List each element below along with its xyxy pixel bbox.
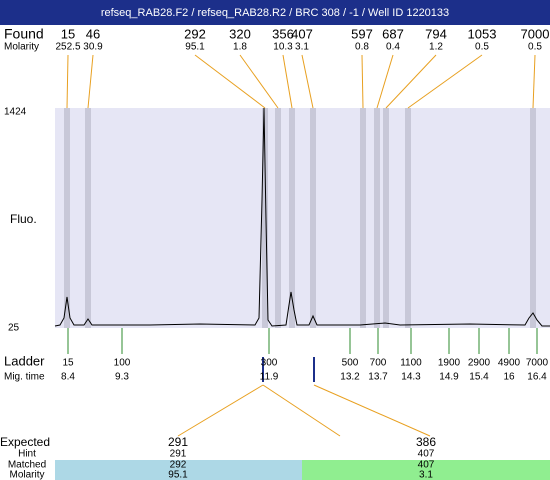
connector (407, 54, 483, 109)
peak-band (310, 108, 316, 328)
found-molarity: 10.3 (273, 42, 293, 53)
found-molarity: 0.8 (355, 42, 369, 53)
peak-band (289, 108, 295, 328)
cell-hint: 407 (418, 449, 435, 460)
found-molarity: 0.5 (475, 42, 489, 53)
ladder-size: 15 (62, 358, 74, 369)
ladder-size: 500 (342, 358, 359, 369)
cell-expected: 386 (416, 435, 436, 449)
mig-time: 16 (503, 372, 515, 383)
ladder-size: 2900 (468, 358, 491, 369)
row-label: Matched (8, 460, 46, 471)
connector (282, 54, 293, 109)
cell-expected: 291 (168, 435, 188, 449)
peak-band (85, 108, 91, 328)
ladder-size: 7000 (526, 358, 549, 369)
found-size: 356 (272, 26, 294, 41)
connector (262, 384, 341, 437)
found-molarity: 0.5 (528, 42, 542, 53)
peak-band (405, 108, 411, 328)
found-size: 1053 (468, 26, 497, 41)
mig-time: 16.4 (527, 372, 547, 383)
peak-band (374, 108, 380, 328)
y-max-label: 1424 (4, 107, 27, 118)
found-molarity: 1.8 (233, 42, 247, 53)
mig-time: 13.7 (368, 372, 388, 383)
found-molarity: 252.5 (55, 42, 80, 53)
mig-time: 13.2 (340, 372, 360, 383)
found-size: 687 (382, 26, 404, 41)
connector (87, 54, 94, 109)
cell-molarity: 3.1 (419, 470, 433, 480)
connector (194, 54, 266, 109)
mig-time: 9.3 (115, 372, 129, 383)
y-min-label: 25 (8, 323, 20, 334)
mig-time: 15.4 (469, 372, 489, 383)
cell-matched: 407 (418, 460, 435, 471)
header-bar (0, 0, 550, 25)
ladder-label: Ladder (4, 353, 45, 368)
mig-time: 14.3 (401, 372, 421, 383)
row-label: Molarity (9, 470, 44, 480)
mig-time: 14.9 (439, 372, 459, 383)
y-axis-label: Fluo. (10, 212, 37, 226)
matched-cell (302, 460, 550, 480)
found-size: 597 (351, 26, 373, 41)
connector (385, 54, 437, 109)
found-molarity: 3.1 (295, 42, 309, 53)
connector (361, 54, 364, 109)
cell-matched: 292 (170, 460, 187, 471)
connector (239, 54, 279, 109)
found-size: 15 (61, 26, 75, 41)
found-molarity: 95.1 (185, 42, 205, 53)
peak-band (530, 108, 536, 328)
found-label: Found (4, 26, 44, 42)
found-size: 794 (425, 26, 447, 41)
found-molarity: 30.9 (83, 42, 103, 53)
matched-cell (55, 460, 302, 480)
mig-time-label: Mig. time (4, 372, 45, 383)
ladder-size: 1100 (400, 358, 422, 369)
connector (532, 54, 536, 109)
ladder-size: 4900 (498, 358, 521, 369)
ladder-size: 100 (114, 358, 131, 369)
connector (66, 54, 69, 109)
connector (313, 384, 431, 437)
found-molarity: 0.4 (386, 42, 400, 53)
connector (177, 384, 264, 437)
ladder-size: 300 (261, 358, 278, 369)
plot-area (55, 108, 550, 328)
ladder-size: 700 (370, 358, 387, 369)
peak-band (383, 108, 389, 328)
mig-time: 8.4 (61, 372, 75, 383)
peak-band (262, 108, 268, 328)
peak-band (275, 108, 281, 328)
trace (54, 107, 550, 327)
mig-time: 11.9 (260, 372, 279, 383)
row-label: Expected (0, 435, 50, 449)
found-size: 46 (86, 26, 100, 41)
peak-band (64, 108, 70, 328)
row-label: Hint (18, 449, 36, 460)
peak-band (360, 108, 366, 328)
found-molarity: 1.2 (429, 42, 443, 53)
found-size: 7000 (521, 26, 550, 41)
cell-molarity: 95.1 (168, 470, 188, 480)
connector (301, 54, 314, 109)
molarity-label: Molarity (4, 42, 39, 53)
connector (376, 54, 394, 109)
cell-hint: 291 (170, 449, 187, 460)
header-title: refseq_RAB28.F2 / refseq_RAB28.R2 / BRC … (101, 7, 449, 19)
found-size: 407 (291, 26, 313, 41)
ladder-size: 1900 (438, 358, 461, 369)
found-size: 320 (229, 26, 251, 41)
found-size: 292 (184, 26, 206, 41)
